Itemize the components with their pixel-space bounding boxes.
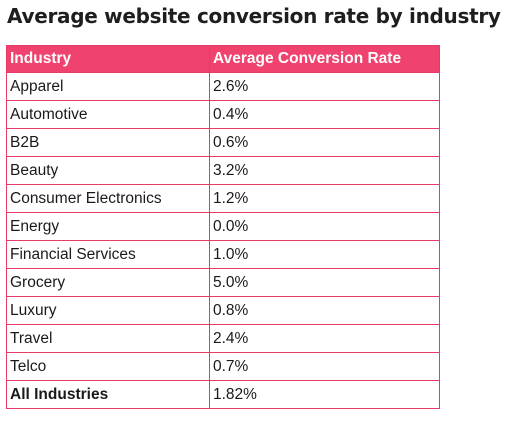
industry-cell: Financial Services [6,240,210,269]
table-total-row: All Industries 1.82% [6,380,440,409]
table-row: Financial Services 1.0% [6,240,440,269]
industry-cell: Energy [6,212,210,241]
table-row: Beauty 3.2% [6,156,440,185]
rate-cell: 1.2% [209,184,440,213]
industry-cell: Automotive [6,100,210,129]
rate-cell: 0.4% [209,100,440,129]
table-row: Energy 0.0% [6,212,440,241]
industry-cell: Apparel [6,72,210,101]
rate-cell: 5.0% [209,268,440,297]
rate-cell: 0.6% [209,128,440,157]
rate-cell: 3.2% [209,156,440,185]
industry-cell: Beauty [6,156,210,185]
industry-cell: Luxury [6,296,210,325]
rate-cell: 1.0% [209,240,440,269]
industry-cell: Telco [6,352,210,381]
rate-cell: 0.7% [209,352,440,381]
table-row: Grocery 5.0% [6,268,440,297]
rate-cell: 0.8% [209,296,440,325]
conversion-rate-table: Industry Average Conversion Rate Apparel… [6,45,440,409]
rate-cell: 0.0% [209,212,440,241]
table-row: Automotive 0.4% [6,100,440,129]
column-header-industry: Industry [6,45,210,73]
table-row: Travel 2.4% [6,324,440,353]
industry-cell: Travel [6,324,210,353]
industry-cell: Consumer Electronics [6,184,210,213]
page-title: Average website conversion rate by indus… [7,4,501,28]
column-header-rate: Average Conversion Rate [209,45,440,73]
table-row: B2B 0.6% [6,128,440,157]
industry-cell: B2B [6,128,210,157]
table-row: Telco 0.7% [6,352,440,381]
table-row: Apparel 2.6% [6,72,440,101]
table-row: Consumer Electronics 1.2% [6,184,440,213]
rate-cell: 2.4% [209,324,440,353]
rate-cell: 2.6% [209,72,440,101]
table-header-row: Industry Average Conversion Rate [6,45,440,73]
total-rate-cell: 1.82% [209,380,440,409]
table-row: Luxury 0.8% [6,296,440,325]
total-industry-cell: All Industries [6,380,210,409]
industry-cell: Grocery [6,268,210,297]
